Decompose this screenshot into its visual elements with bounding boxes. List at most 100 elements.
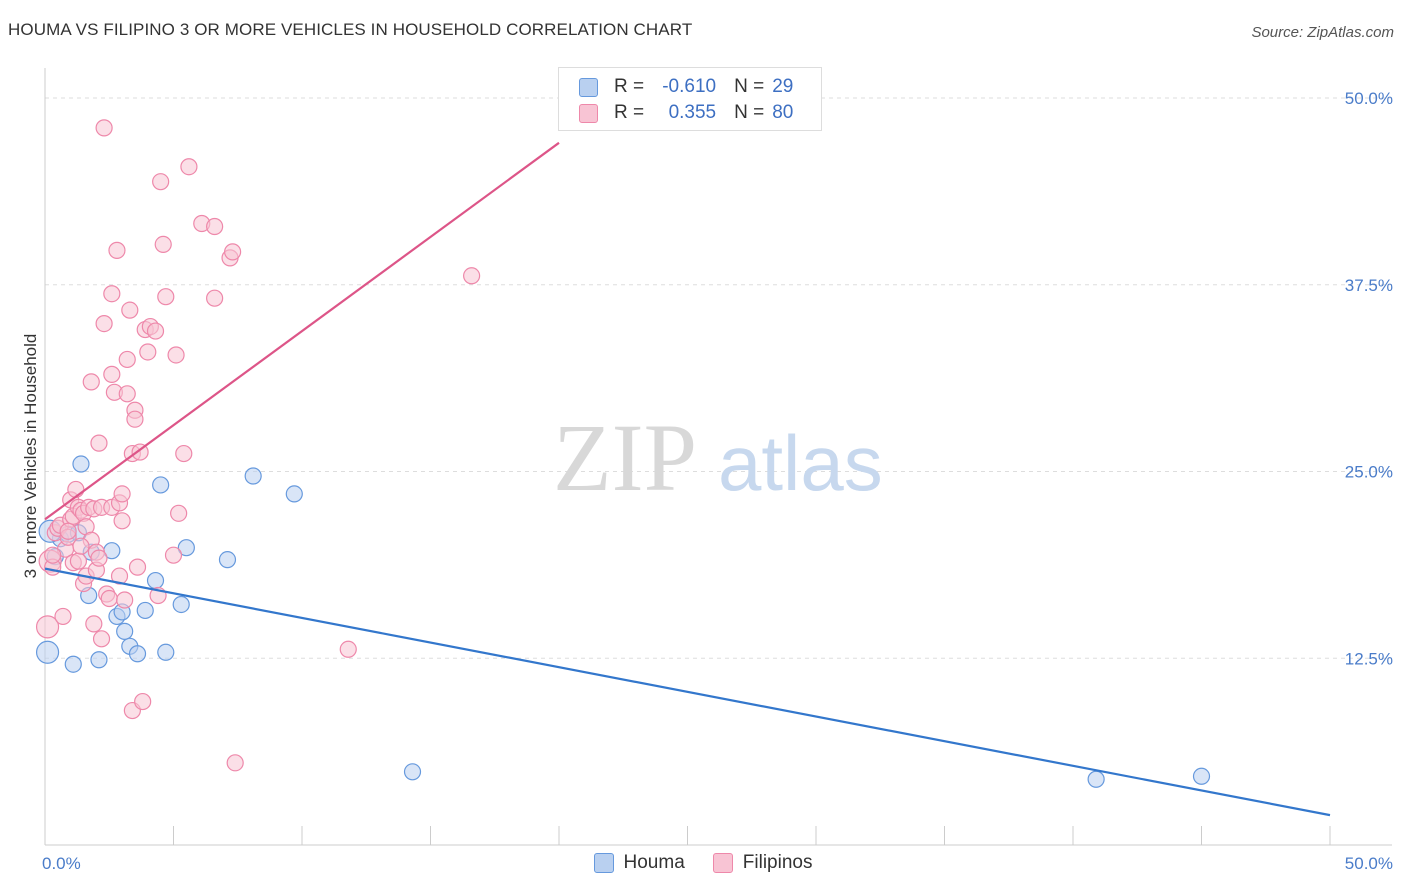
legend-item-filipinos[interactable]: Filipinos — [712, 852, 813, 874]
filipinos-point — [113, 485, 131, 503]
filipinos-point — [103, 285, 121, 303]
filipinos-point — [134, 692, 152, 711]
r-label: R = — [614, 102, 645, 123]
filipinos-point — [152, 173, 170, 191]
houma-point — [90, 651, 108, 669]
filipinos-point — [121, 301, 139, 319]
filipinos-point — [90, 549, 108, 567]
filipinos-point — [146, 322, 165, 340]
filipinos-point — [103, 365, 121, 383]
filipinos-point — [154, 235, 172, 254]
legend-item-houma[interactable]: Houma — [593, 852, 685, 874]
chart-title: HOUMA VS FILIPINO 3 OR MORE VEHICLES IN … — [8, 20, 693, 39]
filipinos-point — [164, 546, 183, 564]
correlation-legend: R = -0.610 N = 29 R = 0.355 N = 80 — [558, 67, 822, 131]
houma-point — [64, 655, 82, 673]
filipinos-trend-line — [44, 141, 560, 521]
filipinos-point — [157, 288, 175, 306]
houma-legend-swatch — [593, 853, 614, 873]
filipinos-point — [54, 607, 72, 626]
source-label: Source: ZipAtlas.com — [1251, 24, 1394, 41]
filipinos-legend-swatch — [712, 853, 733, 873]
filipinos-n-value: 80 — [772, 102, 794, 123]
legend-row-filipinos: R = 0.355 N = 80 — [579, 100, 793, 126]
houma-legend-label: Houma — [623, 852, 685, 873]
n-label: N = — [734, 102, 765, 123]
filipinos-point — [126, 410, 144, 428]
r-label: R = — [614, 76, 645, 97]
y-tick-label: 37.5% — [1345, 276, 1393, 295]
gridlines — [45, 97, 1392, 659]
trend-lines — [44, 141, 1331, 817]
x-tick-label: 50.0% — [1345, 854, 1393, 873]
filipinos-point — [108, 241, 126, 259]
filipinos-point — [110, 567, 129, 585]
houma-point — [403, 763, 422, 781]
houma-n-value: 29 — [772, 76, 794, 97]
filipinos-point — [118, 385, 136, 403]
filipinos-point — [128, 558, 147, 576]
x-tick-label: 0.0% — [42, 854, 81, 873]
houma-point — [146, 571, 165, 590]
houma-point — [157, 643, 175, 661]
houma-point — [136, 601, 154, 620]
filipinos-point — [206, 217, 224, 236]
houma-swatch — [579, 77, 598, 97]
filipinos-point — [113, 512, 131, 530]
y-tick-label: 50.0% — [1345, 89, 1393, 108]
tick-labels: 12.5% 25.0% 37.5% 50.0% 0.0% 50.0% — [42, 89, 1393, 873]
filipinos-point — [72, 537, 90, 555]
filipinos-point — [69, 552, 88, 570]
watermark: ZIP atlas — [553, 404, 883, 511]
houma-point — [218, 551, 237, 569]
houma-point — [1087, 770, 1105, 788]
filipinos-point — [95, 119, 113, 137]
houma-point — [285, 485, 303, 503]
axes — [44, 68, 1392, 846]
filipinos-point — [59, 522, 77, 540]
filipinos-point — [463, 267, 481, 285]
filipinos-point — [175, 444, 193, 463]
filipinos-point — [226, 754, 244, 772]
filipinos-point — [118, 350, 136, 369]
filipinos-point — [35, 615, 60, 639]
filipinos-point — [167, 346, 185, 364]
filipinos-point — [339, 640, 357, 658]
filipinos-swatch — [579, 103, 598, 123]
filipinos-point — [139, 343, 157, 361]
filipinos-point — [180, 158, 198, 176]
filipinos-point — [170, 504, 188, 522]
filipinos-points — [35, 119, 481, 772]
houma-point — [172, 595, 190, 614]
filipinos-point — [224, 243, 242, 261]
legend-row-houma: R = -0.610 N = 29 — [579, 74, 793, 100]
filipinos-point — [85, 615, 103, 633]
y-tick-label: 12.5% — [1345, 649, 1393, 668]
filipinos-point — [116, 591, 134, 609]
filipinos-r-value: 0.355 — [668, 102, 717, 123]
n-label: N = — [734, 76, 765, 97]
houma-point — [152, 476, 170, 494]
houma-point — [72, 455, 90, 473]
y-tick-label: 25.0% — [1345, 463, 1393, 482]
houma-point — [177, 539, 195, 557]
filipinos-point — [95, 314, 113, 333]
houma-point — [1192, 767, 1211, 785]
filipinos-point — [82, 373, 100, 391]
houma-trend-line — [44, 567, 1331, 817]
filipinos-point — [92, 630, 111, 648]
watermark-atlas: atlas — [718, 419, 883, 507]
filipinos-point — [67, 480, 85, 499]
houma-r-value: -0.610 — [662, 76, 717, 97]
y-axis-title: 3 or more Vehicles in Household — [21, 334, 40, 579]
filipinos-point — [44, 546, 62, 564]
watermark-zip: ZIP — [553, 404, 697, 511]
houma-point — [128, 645, 147, 663]
series-legend: Houma Filipinos — [0, 852, 1406, 874]
filipinos-point — [206, 289, 224, 307]
filipinos-point — [90, 434, 108, 452]
houma-point — [116, 622, 134, 640]
houma-point — [35, 640, 60, 664]
filipinos-legend-label: Filipinos — [742, 852, 813, 873]
